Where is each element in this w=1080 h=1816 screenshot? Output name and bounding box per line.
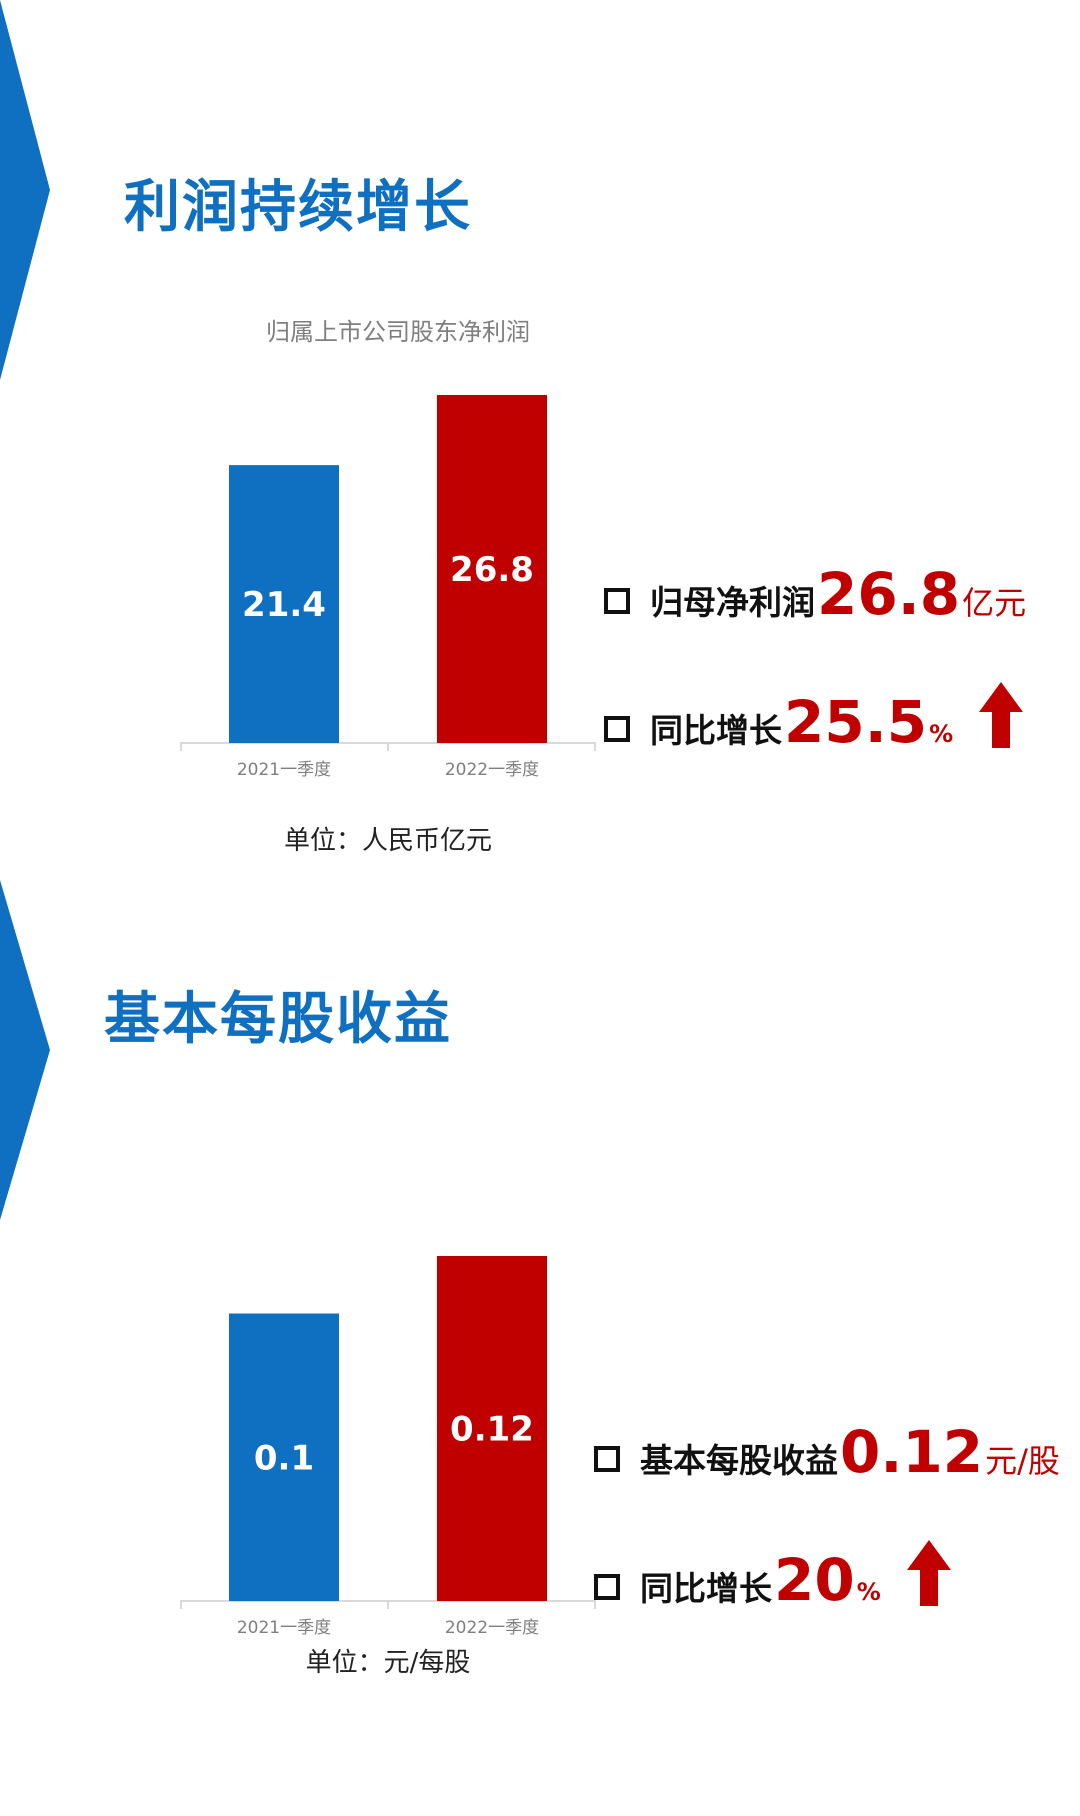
x-tick-label: 2021一季度 xyxy=(237,1618,331,1638)
bar-value-label: 0.12 xyxy=(450,1410,534,1450)
eps-bar-chart: 0.1 2021一季度 0.12 2022一季度 xyxy=(180,1256,596,1638)
kpi-value: 26.8 xyxy=(817,560,961,628)
chevron-decoration xyxy=(0,0,50,380)
kpi-value: 0.12 xyxy=(840,1418,984,1486)
kpi-unit: % xyxy=(856,1578,881,1606)
eps-unit-note: 单位：元/每股 xyxy=(305,1648,471,1678)
bar-value-label: 26.8 xyxy=(450,550,534,590)
kpi-label: 归母净利润 xyxy=(650,583,815,622)
kpi-value: 20 xyxy=(774,1546,855,1614)
eps-section-title: 基本每股收益 xyxy=(104,987,452,1052)
bar-1 xyxy=(229,465,339,743)
kpi-unit: 元/股 xyxy=(985,1442,1060,1480)
bar-value-label: 21.4 xyxy=(242,585,326,625)
profit-unit-note: 单位：人民币亿元 xyxy=(283,826,492,856)
kpi-eps-yoy-growth: 同比增长 20 % xyxy=(594,1534,1060,1650)
eps-section: 基本每股收益 0.1 2021一季度 0.12 2022一季度 单位：元/每股 基本每… xyxy=(0,880,1080,1816)
bar-2 xyxy=(437,1256,547,1601)
eps-kpi-list: 基本每股收益 0.12 元/股 同比增长 20 % xyxy=(594,1418,1060,1650)
x-tick-label: 2022一季度 xyxy=(445,760,539,780)
up-arrow-icon xyxy=(906,1540,951,1606)
profit-kpi-list: 归母净利润 26.8 亿元 同比增长 25.5 % xyxy=(604,560,1026,792)
chevron-decoration xyxy=(0,880,50,1220)
profit-section-title: 利润持续增长 xyxy=(124,175,472,240)
up-arrow-icon xyxy=(979,682,1024,748)
kpi-net-profit: 归母净利润 26.8 亿元 xyxy=(604,560,1026,676)
kpi-label: 同比增长 xyxy=(640,1569,772,1608)
kpi-unit: 亿元 xyxy=(962,584,1027,622)
bar-2 xyxy=(437,395,547,743)
profit-section: 利润持续增长 归属上市公司股东净利润 21.4 2021一季度 26.8 2022一季… xyxy=(0,0,1080,880)
square-bullet-icon xyxy=(604,588,630,614)
kpi-basic-eps: 基本每股收益 0.12 元/股 xyxy=(594,1418,1060,1534)
profit-bar-chart: 21.4 2021一季度 26.8 2022一季度 xyxy=(180,395,596,780)
square-bullet-icon xyxy=(604,716,630,742)
square-bullet-icon xyxy=(594,1574,620,1600)
profit-chart-title: 归属上市公司股东净利润 xyxy=(266,318,530,346)
square-bullet-icon xyxy=(594,1446,620,1472)
x-tick-label: 2021一季度 xyxy=(237,760,331,780)
kpi-value: 25.5 xyxy=(784,688,928,756)
x-tick-label: 2022一季度 xyxy=(445,1618,539,1638)
kpi-yoy-growth: 同比增长 25.5 % xyxy=(604,676,1026,792)
kpi-label: 基本每股收益 xyxy=(640,1441,838,1480)
kpi-unit: % xyxy=(929,720,954,748)
bar-1 xyxy=(229,1313,339,1601)
kpi-label: 同比增长 xyxy=(650,711,782,750)
bar-value-label: 0.1 xyxy=(254,1438,314,1478)
